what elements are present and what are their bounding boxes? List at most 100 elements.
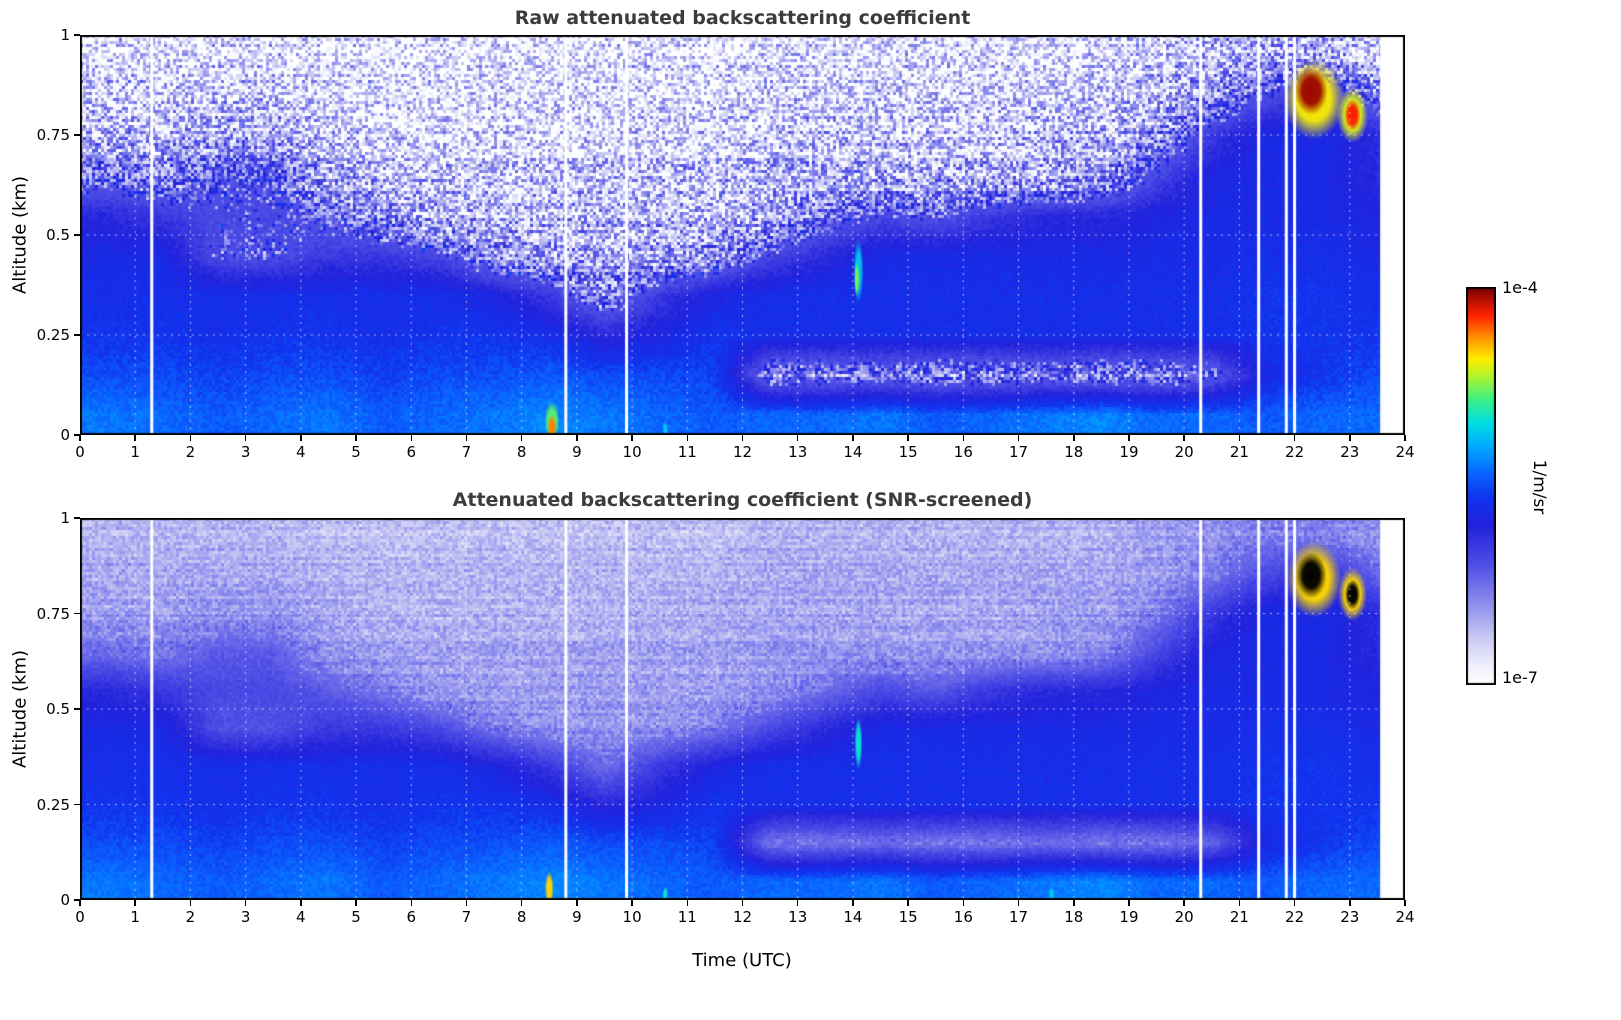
x-tick-mark — [465, 900, 468, 906]
x-tick-mark — [1128, 435, 1130, 441]
colorbar-gradient — [1466, 287, 1496, 685]
x-tick-label: 2 — [185, 908, 196, 926]
x-tick-label: 10 — [622, 908, 642, 926]
x-tick-mark — [741, 435, 744, 441]
x-tick-label: 9 — [572, 443, 582, 461]
x-tick-mark — [79, 435, 81, 441]
x-tick-label: 0 — [75, 443, 85, 461]
x-tick-mark — [1404, 900, 1406, 906]
x-tick-label: 9 — [572, 908, 582, 926]
x-tick-mark — [1404, 435, 1406, 441]
x-tick-label: 21 — [1229, 443, 1249, 461]
x-tick-mark — [244, 900, 247, 906]
x-tick-label: 20 — [1174, 908, 1194, 926]
x-tick-label: 13 — [788, 443, 808, 461]
x-tick-label: 22 — [1285, 908, 1305, 926]
x-tick-label: 17 — [1008, 908, 1029, 926]
x-tick-label: 5 — [351, 908, 361, 926]
x-tick-mark — [1017, 435, 1020, 441]
x-tick-mark — [134, 900, 136, 906]
heatmap-panel-raw — [80, 35, 1405, 435]
x-tick-label: 3 — [240, 443, 251, 461]
heatmap-canvas-screened — [80, 518, 1405, 900]
x-tick-label: 16 — [953, 443, 973, 461]
x-tick-label: 15 — [898, 908, 918, 926]
x-tick-label: 6 — [406, 443, 417, 461]
x-tick-label: 20 — [1174, 443, 1194, 461]
x-tick-label: 15 — [898, 443, 918, 461]
y-tick-mark — [74, 612, 80, 615]
x-tick-mark — [1183, 900, 1185, 906]
x-tick-mark — [962, 435, 965, 441]
x-tick-mark — [355, 900, 357, 906]
x-tick-mark — [576, 900, 578, 906]
x-tick-label: 8 — [516, 908, 527, 926]
x-tick-label: 6 — [406, 908, 417, 926]
y-tick-mark — [74, 517, 80, 519]
x-tick-label: 11 — [677, 443, 697, 461]
x-tick-mark — [796, 435, 799, 441]
y-tick-label: 1 — [60, 509, 70, 527]
x-tick-mark — [1017, 900, 1020, 906]
x-tick-mark — [1293, 435, 1296, 441]
x-tick-label: 12 — [732, 908, 753, 926]
x-tick-label: 14 — [843, 908, 863, 926]
x-tick-label: 19 — [1119, 443, 1139, 461]
x-tick-mark — [631, 900, 633, 906]
x-tick-mark — [741, 900, 744, 906]
x-tick-label: 18 — [1064, 908, 1084, 926]
panel-title-screened: Attenuated backscattering coefficient (S… — [452, 489, 1033, 511]
y-tick-label: 0 — [60, 426, 70, 444]
y-tick-mark — [74, 803, 80, 806]
x-tick-label: 3 — [240, 908, 251, 926]
x-tick-mark — [1183, 435, 1185, 441]
x-tick-label: 10 — [622, 443, 642, 461]
y-tick-label: 0.5 — [46, 226, 70, 244]
x-tick-mark — [852, 435, 854, 441]
x-tick-mark — [852, 900, 854, 906]
x-tick-mark — [1293, 900, 1296, 906]
x-tick-mark — [244, 435, 247, 441]
y-tick-mark — [74, 434, 80, 436]
colorbar — [1466, 287, 1496, 689]
x-tick-label: 24 — [1395, 443, 1415, 461]
x-tick-mark — [355, 435, 357, 441]
x-tick-label: 7 — [461, 908, 472, 926]
x-tick-label: 11 — [677, 908, 697, 926]
x-tick-label: 1 — [130, 443, 140, 461]
x-tick-mark — [631, 435, 633, 441]
y-tick-mark — [74, 708, 80, 710]
x-tick-mark — [410, 435, 412, 441]
x-tick-mark — [1349, 435, 1351, 441]
x-tick-mark — [962, 900, 965, 906]
x-tick-mark — [1073, 900, 1075, 906]
x-tick-label: 22 — [1285, 443, 1305, 461]
x-tick-label: 4 — [296, 908, 306, 926]
x-tick-mark — [1238, 435, 1241, 441]
x-tick-mark — [410, 900, 412, 906]
x-tick-label: 0 — [75, 908, 85, 926]
x-tick-mark — [79, 900, 81, 906]
x-tick-label: 5 — [351, 443, 361, 461]
y-tick-mark — [74, 234, 80, 236]
x-tick-label: 23 — [1340, 443, 1360, 461]
x-tick-label: 13 — [788, 908, 808, 926]
x-tick-mark — [189, 900, 192, 906]
x-tick-label: 23 — [1340, 908, 1360, 926]
x-tick-label: 16 — [953, 908, 973, 926]
x-tick-label: 21 — [1229, 908, 1249, 926]
x-tick-label: 14 — [843, 443, 863, 461]
x-tick-mark — [189, 435, 192, 441]
x-tick-mark — [576, 435, 578, 441]
x-axis-label: Time (UTC) — [692, 950, 792, 971]
y-tick-label: 0.75 — [36, 126, 70, 144]
x-tick-label: 12 — [732, 443, 753, 461]
x-tick-mark — [686, 435, 689, 441]
x-tick-mark — [1238, 900, 1241, 906]
x-tick-label: 2 — [185, 443, 196, 461]
colorbar-max-label: 1e-4 — [1502, 278, 1538, 297]
x-tick-mark — [796, 900, 799, 906]
x-tick-label: 24 — [1395, 908, 1415, 926]
y-tick-mark — [74, 34, 80, 36]
x-tick-label: 7 — [461, 443, 472, 461]
